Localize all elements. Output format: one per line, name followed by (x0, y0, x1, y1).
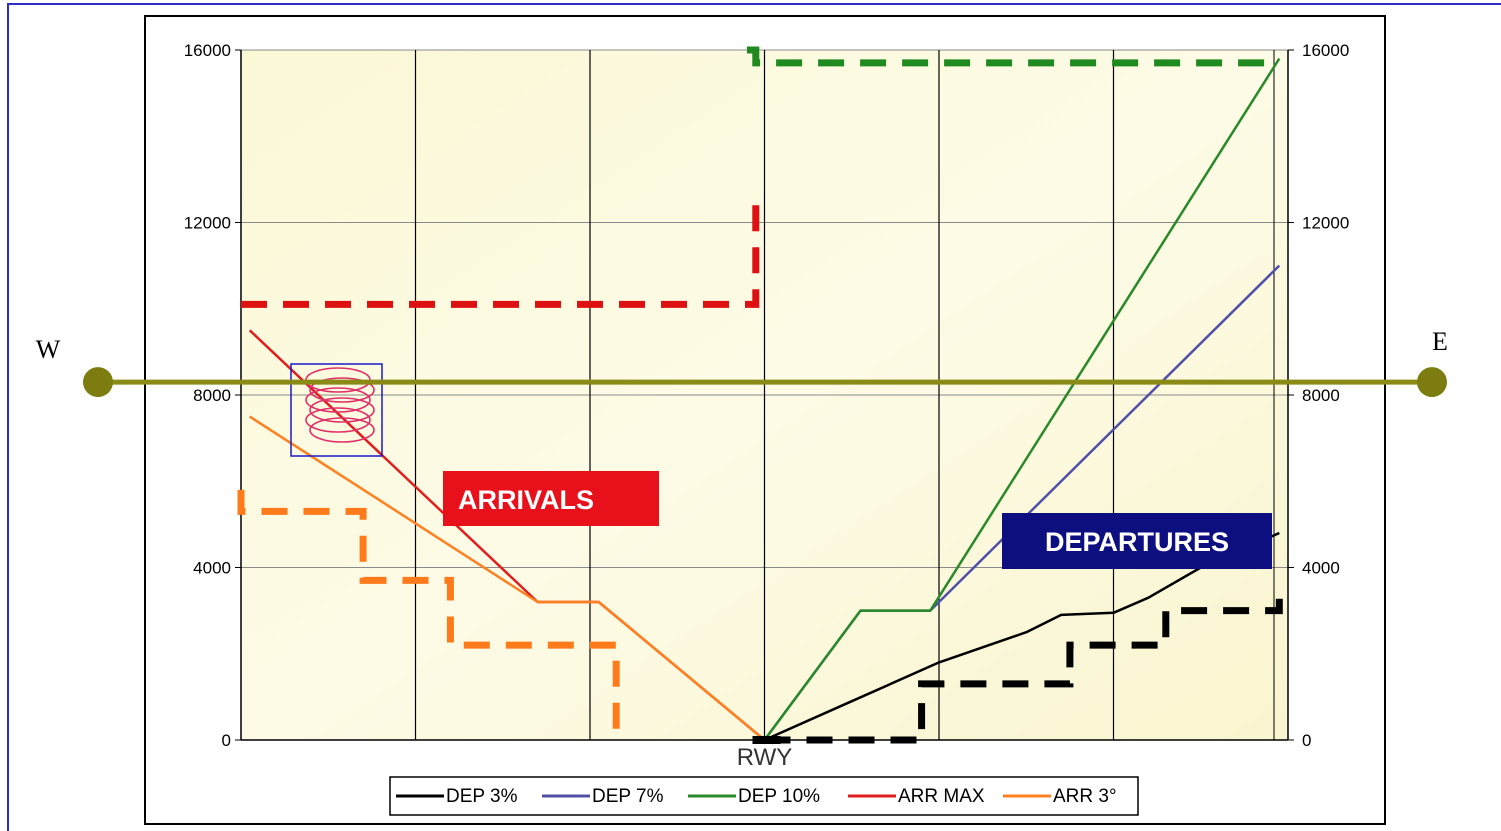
arrivals-label-box (443, 471, 659, 526)
reference-east-marker (1417, 367, 1447, 398)
departures-label: DEPARTURES (1045, 527, 1229, 557)
legend-entry: DEP 3% (446, 786, 518, 807)
holding-area-box (290, 363, 383, 457)
green-limit-line (747, 46, 1280, 67)
runway-label: RWY (737, 744, 793, 771)
legend-entry: ARR MAX (898, 786, 985, 807)
east-label: E (1432, 327, 1448, 356)
y-axis-tick-label: 16000 (184, 41, 231, 60)
black-limit-line (764, 589, 1283, 744)
series-line-arr-3 (249, 415, 766, 741)
legend-entry: ARR 3° (1053, 786, 1117, 807)
legend-entry: DEP 10% (738, 786, 820, 807)
reference-west-marker (83, 367, 113, 398)
holding-pattern-loop (309, 397, 375, 423)
y-axis-tick-label: 8000 (193, 386, 231, 405)
holding-pattern-loop (309, 417, 375, 443)
runway-marker (752, 736, 781, 744)
red-limit-line (241, 200, 760, 308)
y-axis-tick-label: 0 (222, 731, 231, 750)
holding-pattern-loop (309, 377, 375, 403)
west-label: W (36, 335, 61, 364)
y2-axis-tick-label: 4000 (1302, 559, 1340, 578)
series-line-dep-10 (763, 57, 1281, 741)
orange-limit-line (237, 489, 620, 740)
y2-axis-tick-label: 12000 (1302, 214, 1349, 233)
y-axis-tick-label: 12000 (184, 214, 231, 233)
y-axis-tick-label: 4000 (193, 559, 231, 578)
y2-axis-tick-label: 16000 (1302, 41, 1349, 60)
legend-entry: DEP 7% (592, 786, 664, 807)
series-line-dep-3 (763, 531, 1280, 742)
arrivals-label: ARRIVALS (458, 485, 594, 515)
holding-pattern-loop (305, 387, 371, 413)
y2-axis-tick-label: 8000 (1302, 386, 1340, 405)
holding-pattern-loop (305, 407, 371, 433)
plot-area: 0 0 4000 4000 8000 8000 12000 12000 16000 16000 W E… (36, 41, 1448, 816)
y2-axis-tick-label: 0 (1302, 731, 1311, 750)
departures-label-box (1002, 513, 1272, 569)
